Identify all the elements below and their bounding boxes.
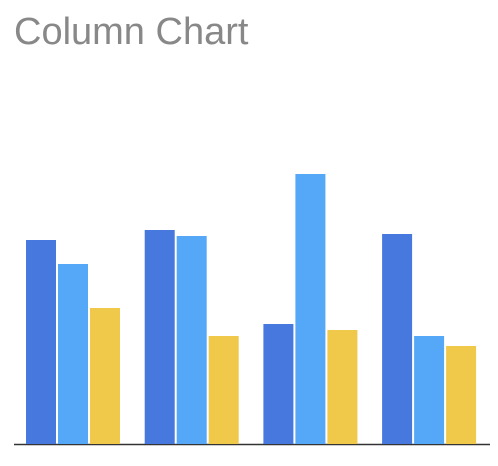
bar	[26, 240, 56, 444]
bar	[208, 336, 239, 444]
bar	[414, 336, 445, 444]
bar	[144, 230, 175, 444]
bar	[90, 308, 120, 444]
bar	[295, 174, 326, 444]
bar	[446, 346, 477, 444]
bar	[176, 236, 207, 444]
bar	[327, 330, 358, 444]
chart-title: Column Chart	[14, 11, 249, 53]
bar	[382, 234, 413, 444]
bar	[58, 264, 88, 444]
bar	[263, 324, 294, 444]
